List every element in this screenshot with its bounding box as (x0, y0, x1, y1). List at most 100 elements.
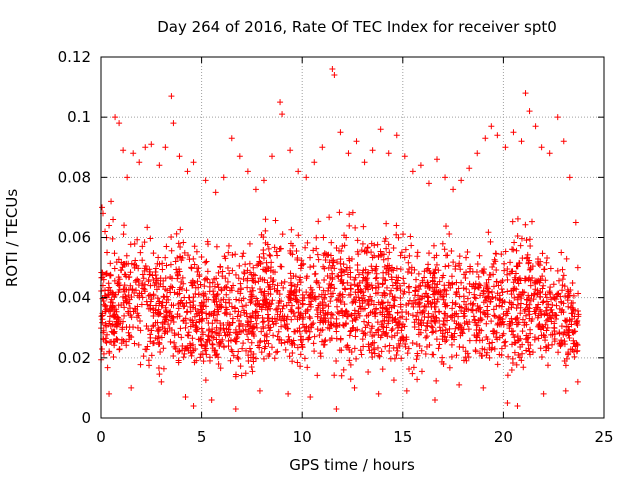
data-point (112, 291, 119, 298)
data-point (568, 310, 575, 317)
data-point (513, 361, 520, 368)
data-point (436, 324, 443, 331)
data-point (436, 317, 443, 324)
data-point (460, 313, 467, 320)
data-point (106, 284, 113, 291)
data-point (295, 168, 302, 175)
data-point (236, 317, 243, 324)
data-point (280, 315, 287, 322)
data-point (566, 174, 573, 181)
data-point (290, 273, 297, 280)
data-point (106, 390, 113, 397)
data-point (354, 267, 361, 274)
data-point (465, 306, 472, 313)
data-point (310, 263, 317, 270)
y-tick-label: 0.06 (58, 229, 91, 247)
data-point (141, 239, 148, 246)
data-point (333, 328, 340, 335)
data-point (509, 359, 516, 366)
data-point (226, 331, 233, 338)
data-point (379, 323, 386, 330)
data-point (554, 114, 561, 121)
data-point (152, 307, 159, 314)
data-point (171, 330, 178, 337)
data-point (369, 354, 376, 361)
data-point (573, 340, 580, 347)
data-point (541, 266, 548, 273)
data-point (548, 296, 555, 303)
data-point (345, 344, 352, 351)
data-point (422, 282, 429, 289)
data-point (486, 271, 493, 278)
data-point (135, 265, 142, 272)
data-point (540, 282, 547, 289)
data-point (337, 278, 344, 285)
data-point (329, 262, 336, 269)
data-point (118, 340, 125, 347)
data-point (484, 311, 491, 318)
data-point (559, 266, 566, 273)
data-point (170, 120, 177, 127)
data-point (236, 322, 243, 329)
data-point (237, 363, 244, 370)
data-point (508, 246, 515, 253)
data-point (202, 303, 209, 310)
data-point (180, 354, 187, 361)
data-point (197, 281, 204, 288)
data-point (472, 319, 479, 326)
data-point (307, 393, 314, 400)
data-point (289, 251, 296, 258)
data-point (343, 313, 350, 320)
data-point (526, 348, 533, 355)
data-point (569, 299, 576, 306)
data-point (361, 159, 368, 166)
data-point (449, 305, 456, 312)
data-point (98, 346, 105, 353)
data-point (203, 275, 210, 282)
data-point (208, 329, 215, 336)
data-point (502, 248, 509, 255)
data-point (572, 343, 579, 350)
data-point (170, 319, 177, 326)
data-point (444, 302, 451, 309)
data-point (335, 273, 342, 280)
data-point (339, 307, 346, 314)
data-point (106, 320, 113, 327)
data-point (518, 235, 525, 242)
data-point (240, 307, 247, 314)
data-point (163, 243, 170, 250)
data-point (471, 316, 478, 323)
data-point (148, 141, 155, 148)
data-point (527, 282, 534, 289)
data-point (235, 275, 242, 282)
data-point (224, 264, 231, 271)
data-point (284, 325, 291, 332)
data-point (213, 351, 220, 358)
data-point (449, 314, 456, 321)
data-point (206, 283, 213, 290)
data-point (243, 347, 250, 354)
data-point (518, 357, 525, 364)
data-point (116, 120, 123, 127)
data-point (463, 286, 470, 293)
data-point (245, 336, 252, 343)
data-point (559, 276, 566, 283)
data-point (484, 336, 491, 343)
data-point (456, 303, 463, 310)
data-point (521, 319, 528, 326)
data-point (156, 340, 163, 347)
data-point (144, 301, 151, 308)
data-point (514, 402, 521, 409)
data-point (120, 147, 127, 154)
data-point (149, 323, 156, 330)
data-point (375, 352, 382, 359)
data-point (153, 286, 160, 293)
data-point (359, 336, 366, 343)
data-point (129, 286, 136, 293)
data-point (498, 286, 505, 293)
data-point (200, 292, 207, 299)
data-point (242, 261, 249, 268)
data-point (163, 262, 170, 269)
data-point (284, 313, 291, 320)
data-point (352, 327, 359, 334)
